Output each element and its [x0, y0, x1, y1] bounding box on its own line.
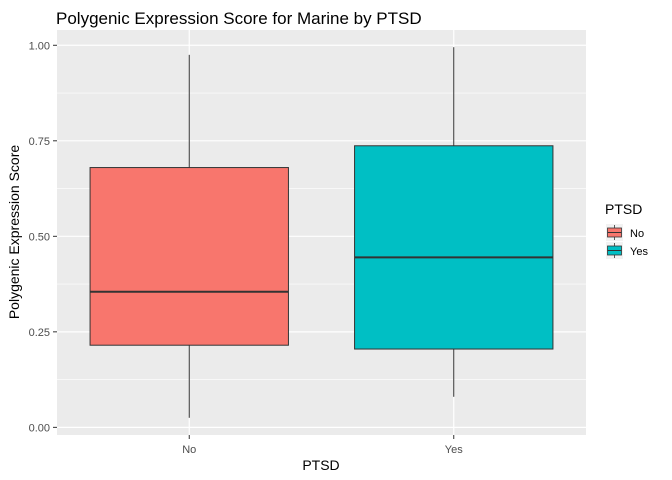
y-tick-label: 0.00	[29, 422, 50, 434]
legend-title: PTSD	[605, 201, 642, 217]
y-tick-label: 0.75	[29, 136, 50, 148]
y-tick-label: 0.50	[29, 231, 50, 243]
x-tick-label: No	[182, 444, 196, 456]
y-axis-label: Polygenic Expression Score	[6, 145, 22, 320]
x-axis: No Yes	[182, 435, 463, 456]
chart-title: Polygenic Expression Score for Marine by…	[56, 9, 422, 28]
y-tick-label: 1.00	[29, 40, 50, 52]
legend: PTSD No Yes	[605, 201, 648, 259]
x-axis-label: PTSD	[302, 457, 339, 473]
y-tick-label: 0.25	[29, 327, 50, 339]
legend-label-yes: Yes	[630, 246, 648, 258]
box-no	[89, 167, 289, 346]
y-axis: 0.00 0.25 0.50 0.75 1.00	[29, 40, 57, 434]
box-yes	[354, 145, 554, 350]
boxes	[89, 47, 554, 418]
legend-label-no: No	[630, 228, 644, 240]
x-tick-label: Yes	[445, 444, 463, 456]
